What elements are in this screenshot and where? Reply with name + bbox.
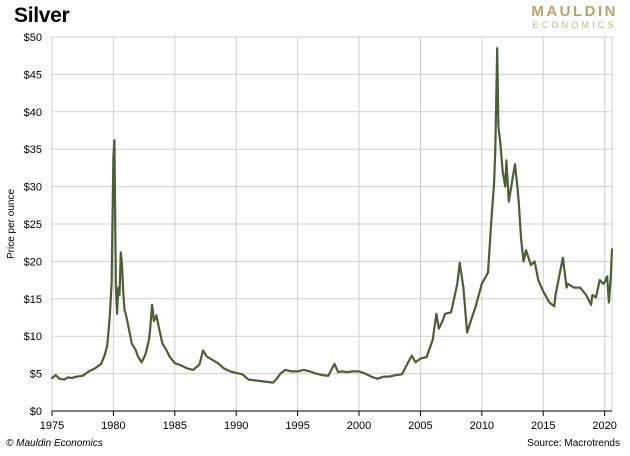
y-tick-label: $15 (24, 294, 42, 306)
y-tick-label: $0 (30, 406, 42, 418)
copyright-credit: © Mauldin Economics (6, 438, 103, 449)
silver-price-line (50, 47, 614, 384)
page-title: Silver (14, 4, 70, 27)
axis-ticks: $0 $5 $10 $15 $20 $25 $30 $35 $40 $45 $50 1975 1980 1… (24, 32, 617, 432)
y-tick-label: $10 (24, 331, 42, 343)
x-tick-label: 1985 (163, 420, 187, 432)
y-tick-label: $30 (24, 182, 42, 194)
series-group (50, 47, 614, 384)
y-axis-label: Price per ounce (6, 189, 17, 259)
y-tick-label: $45 (24, 69, 42, 81)
logo-wordmark: MAULDIN (531, 3, 618, 20)
x-tick-label: 2015 (531, 420, 555, 432)
y-tick-label: $50 (24, 32, 42, 44)
x-tick-label: 1975 (40, 420, 64, 432)
gridlines (51, 36, 613, 412)
y-tick-label: $20 (24, 256, 42, 268)
x-tick-label: 2010 (470, 420, 494, 432)
y-tick-label: $25 (24, 219, 42, 231)
x-tick-label: 1990 (224, 420, 248, 432)
x-tick-label: 2020 (592, 420, 616, 432)
y-tick-label: $5 (30, 369, 42, 381)
logo-subtitle: ECONOMICS (532, 20, 617, 30)
x-tick-label: 1995 (285, 420, 309, 432)
y-tick-label: $35 (24, 144, 42, 156)
y-tick-label: $40 (24, 107, 42, 119)
mauldin-logo: MAULDIN ECONOMICS (531, 3, 618, 31)
x-tick-label: 2005 (408, 420, 432, 432)
x-tick-label: 2000 (347, 420, 371, 432)
source-note: Source: Macrotrends (527, 438, 620, 449)
x-tick-label: 1980 (101, 420, 125, 432)
